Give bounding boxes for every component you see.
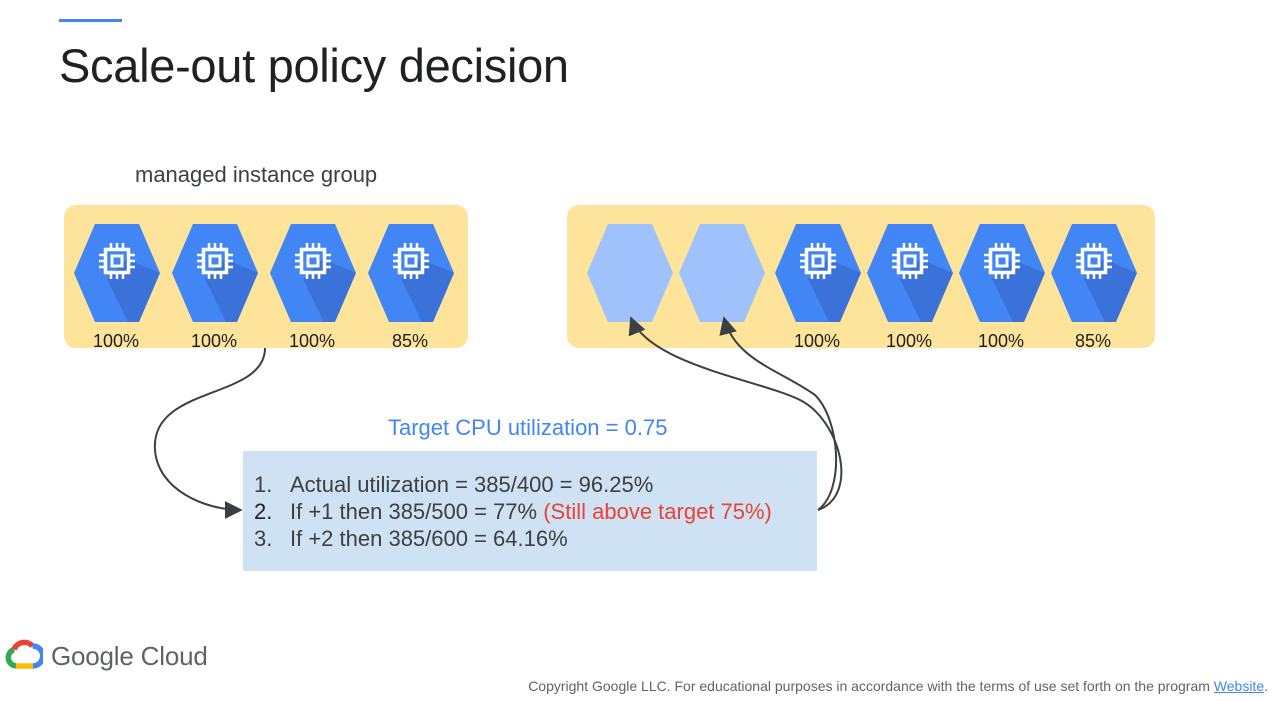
step-text: If +1 then 385/500 = 77% [290, 499, 544, 524]
vm-instance: 100% [73, 223, 161, 351]
step-number: 1. [254, 472, 273, 497]
copyright-end: . [1264, 678, 1268, 694]
utilization-label: 100% [885, 331, 933, 351]
utilization-label: 100% [977, 331, 1025, 351]
target-cpu-utilization-label: Target CPU utilization = 0.75 [388, 415, 668, 440]
vm-instance: 100% [866, 223, 954, 351]
vm-instance: 100% [774, 223, 862, 351]
copyright-text: Copyright Google LLC. For educational pu… [528, 678, 1214, 694]
new-instance-hexagon-icon [679, 224, 765, 322]
utilization-label: 85% [391, 331, 429, 351]
arrow-to-calculation [153, 347, 266, 519]
utilization-label: 100% [793, 331, 841, 351]
calculation-step: 3. If +2 then 385/600 = 64.16% [254, 525, 772, 552]
slide-title: Scale-out policy decision [59, 39, 569, 92]
new-instance-hexagon-icon [587, 224, 673, 322]
step-text: Actual utilization = 385/400 = 96.25% [290, 472, 654, 497]
new-vm-instance [678, 223, 766, 323]
vm-instance: 100% [958, 223, 1046, 351]
step-number: 2. [254, 499, 273, 524]
utilization-label: 85% [1074, 331, 1112, 351]
google-cloud-wordmark: Google Cloud [51, 641, 208, 671]
google-cloud-logo-icon [5, 639, 43, 669]
calculation-box [243, 451, 817, 571]
new-vm-instance [586, 223, 674, 323]
calculation-steps: 1. Actual utilization = 385/400 = 96.25% … [254, 471, 772, 552]
step-note: (Still above target 75%) [543, 499, 772, 524]
calculation-step: 1. Actual utilization = 385/400 = 96.25% [254, 471, 772, 498]
vm-instance: 100% [269, 223, 357, 351]
title-accent-bar [59, 19, 122, 22]
calculation-step: 2. If +1 then 385/500 = 77% (Still above … [254, 498, 772, 525]
arrow-to-new-instance-2 [719, 316, 837, 511]
step-number: 3. [254, 526, 273, 551]
vm-instance: 85% [1050, 223, 1138, 351]
utilization-label: 100% [288, 331, 336, 351]
step-text: If +2 then 385/600 = 64.16% [290, 526, 568, 551]
utilization-label: 100% [92, 331, 140, 351]
vm-instance: 100% [171, 223, 259, 351]
website-link[interactable]: Website [1213, 678, 1265, 694]
arrow-to-new-instance-1 [628, 316, 843, 511]
vm-instance: 85% [367, 223, 455, 351]
copyright-notice: Copyright Google LLC. For educational pu… [528, 678, 1268, 694]
utilization-label: 100% [190, 331, 238, 351]
managed-instance-group-label: managed instance group [135, 162, 378, 187]
